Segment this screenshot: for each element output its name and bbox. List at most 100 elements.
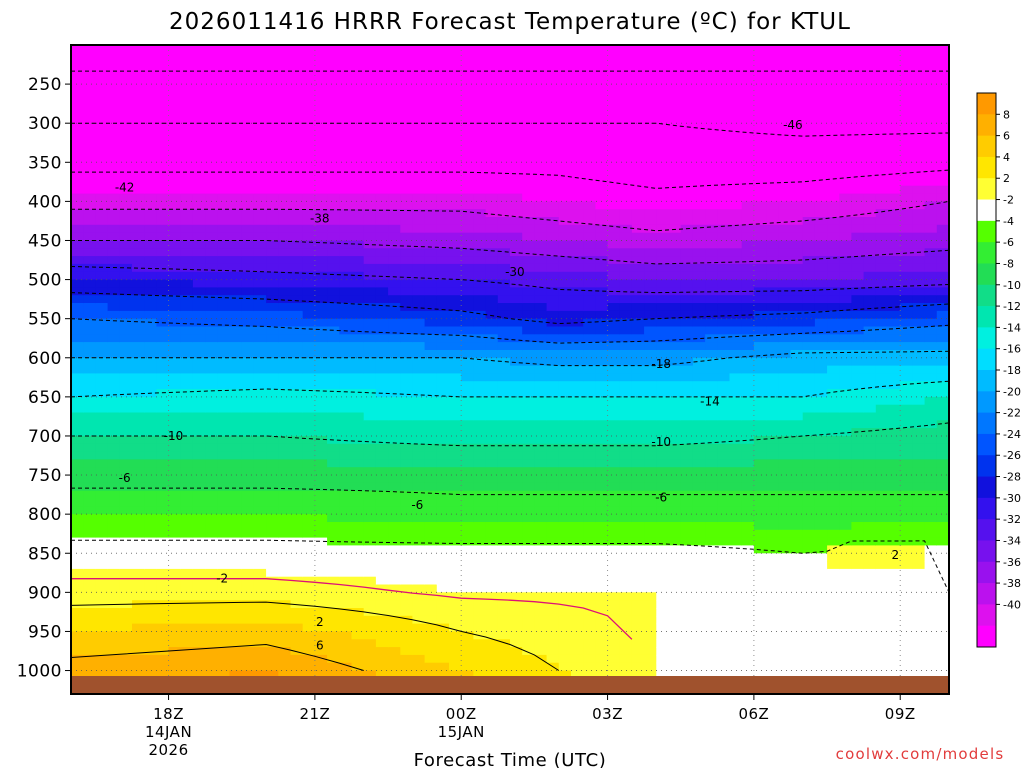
heat-cell — [388, 91, 401, 101]
heat-cell — [424, 404, 438, 414]
heat-cell — [522, 623, 535, 632]
heat-cell — [473, 514, 487, 523]
heat-cell — [510, 389, 523, 398]
heat-cell — [644, 443, 657, 453]
heat-cell — [351, 248, 365, 257]
heat-cell — [558, 600, 572, 609]
heat-cell — [619, 146, 633, 156]
heat-cell — [729, 326, 743, 335]
heat-cell — [412, 76, 426, 85]
heat-cell — [412, 373, 426, 382]
heat-cell — [229, 443, 243, 453]
heat-cell — [631, 138, 645, 148]
heat-cell — [339, 99, 353, 109]
heat-cell — [631, 177, 645, 187]
heat-cell — [449, 232, 462, 242]
heat-cell — [473, 428, 487, 437]
heat-cell — [156, 170, 170, 179]
heat-cell — [217, 334, 231, 343]
heat-cell — [339, 584, 353, 593]
heat-cell — [119, 522, 133, 531]
heat-cell — [644, 60, 657, 69]
heat-cell — [546, 162, 560, 171]
heat-cell — [314, 295, 328, 304]
heat-cell — [778, 615, 792, 625]
heat-cell — [753, 389, 767, 398]
heat-cell — [461, 138, 474, 148]
heat-cell — [595, 396, 609, 406]
heat-cell — [644, 412, 657, 421]
heat-cell — [266, 326, 279, 335]
heat-cell — [595, 490, 609, 500]
heat-cell — [473, 99, 487, 109]
heat-cell — [717, 240, 731, 249]
heat-cell — [595, 217, 609, 226]
heat-cell — [497, 670, 511, 679]
heat-cell — [71, 342, 84, 351]
heat-cell — [229, 52, 243, 62]
heat-cell — [485, 467, 499, 476]
heat-cell — [241, 623, 255, 632]
heat-cell — [132, 91, 145, 101]
heat-cell — [473, 545, 487, 554]
heat-cell — [253, 357, 267, 367]
heat-cell — [497, 45, 511, 54]
heat-cell — [168, 396, 182, 406]
heat-cell — [327, 201, 340, 210]
heat-cell — [339, 123, 353, 132]
heat-cell — [229, 342, 243, 351]
heat-cell — [302, 365, 316, 374]
heat-cell — [253, 209, 267, 218]
heat-cell — [656, 91, 670, 101]
heat-cell — [229, 170, 243, 179]
heat-cell — [424, 623, 438, 632]
heat-cell — [595, 568, 609, 578]
heat-cell — [266, 68, 279, 77]
heat-cell — [741, 342, 755, 351]
heat-cell — [729, 232, 743, 242]
heat-cell — [327, 287, 340, 296]
heat-cell — [668, 584, 682, 593]
heat-cell — [107, 545, 121, 554]
heat-cell — [461, 373, 474, 382]
heat-cell — [583, 459, 596, 468]
heat-cell — [473, 350, 487, 359]
heat-cell — [314, 303, 328, 312]
heat-cell — [766, 45, 779, 54]
heat-cell — [339, 279, 353, 288]
heat-cell — [107, 146, 121, 156]
heat-cell — [461, 201, 474, 210]
heat-cell — [619, 467, 633, 476]
heat-cell — [205, 428, 218, 437]
heat-cell — [119, 365, 133, 374]
heat-cell — [461, 217, 474, 226]
heat-cell — [644, 177, 657, 187]
heat-cell — [729, 357, 743, 367]
heat-cell — [339, 318, 353, 328]
heat-cell — [449, 177, 462, 187]
heat-cell — [241, 592, 255, 601]
heat-cell — [497, 154, 511, 163]
heat-cell — [607, 490, 621, 500]
heat-cell — [412, 99, 426, 109]
heat-cell — [692, 420, 706, 429]
heat-cell — [631, 475, 645, 484]
heat-cell — [424, 365, 438, 374]
heat-cell — [705, 279, 718, 288]
heat-cell — [132, 279, 145, 288]
heat-cell — [705, 615, 718, 625]
heat-cell — [388, 45, 401, 54]
heat-cell — [717, 201, 731, 210]
heat-cell — [278, 639, 292, 648]
heat-cell — [668, 498, 682, 507]
heat-cell — [778, 451, 792, 460]
heat-cell — [741, 271, 755, 281]
heat-cell — [339, 592, 353, 601]
heat-cell — [583, 76, 596, 85]
heat-cell — [534, 154, 548, 163]
heat-cell — [339, 482, 353, 492]
heat-cell — [485, 482, 499, 492]
heat-cell — [644, 490, 657, 500]
heat-cell — [790, 138, 804, 148]
heat-cell — [644, 240, 657, 249]
